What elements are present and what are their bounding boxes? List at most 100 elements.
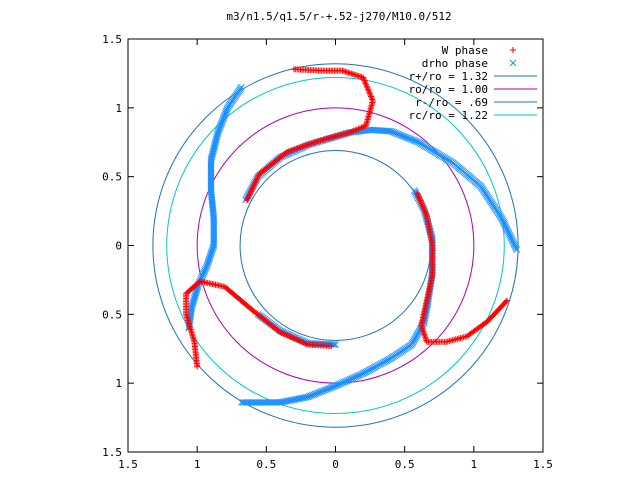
legend-marker-swatch [510, 47, 516, 53]
drho-phase-point [270, 399, 278, 406]
w-phase-point [245, 194, 252, 201]
y-tick-label: 0 [115, 240, 122, 253]
w-phase-point [253, 176, 260, 183]
x-tick-label: 1 [194, 458, 201, 471]
drho-phase-point [207, 164, 215, 172]
drho-phase-point [207, 159, 215, 167]
w-phase-point [194, 363, 201, 370]
w-phase-point [421, 206, 428, 213]
drho-phase-point [207, 182, 215, 190]
w-phase-point [223, 284, 230, 291]
x-tick-label: 1 [471, 458, 478, 471]
y-tick-label: 0.5 [102, 171, 122, 184]
drho-phase-point [207, 175, 215, 183]
w-phase-point [366, 89, 373, 96]
drho-phase-point [210, 221, 218, 228]
drho-phase-point [242, 399, 250, 406]
w-phase-point [422, 335, 429, 342]
w-phase-point [421, 331, 428, 338]
w-phase-point [252, 179, 259, 186]
w-phase-point [291, 66, 297, 73]
drho-phase-point [207, 177, 215, 185]
w-phase-point [423, 210, 430, 217]
legend-marker-swatch [509, 59, 517, 67]
y-tick-label: 0.5 [102, 308, 122, 321]
circle-r-1_22 [166, 77, 505, 414]
drho-phase-point [513, 246, 521, 253]
drho-phase-point [512, 244, 520, 252]
w-phase-point [282, 331, 289, 338]
drho-phase-point [247, 399, 255, 406]
w-phase-point [293, 336, 300, 343]
drho-phase-point [260, 399, 268, 406]
w-phase-point [368, 93, 375, 100]
w-phase-point [421, 332, 428, 339]
legend-label: W phase [442, 44, 488, 57]
y-tick-label: 1 [115, 102, 122, 115]
drho-phase-point [207, 161, 215, 169]
w-phase-point [367, 92, 374, 99]
drho-phase-point [273, 399, 281, 406]
drho-phase-point [259, 399, 266, 406]
w-phase-point [361, 78, 368, 85]
drho-phase-point [252, 399, 260, 406]
w-phase-point [243, 197, 250, 204]
w-phase-point [248, 186, 255, 193]
drho-phase-point [210, 237, 218, 244]
w-phase-point [365, 86, 372, 93]
drho-phase-point [210, 229, 218, 236]
drho-phase-point [268, 399, 276, 406]
drho-phase-point [246, 399, 253, 406]
w-phase-point [422, 209, 429, 216]
drho-phase-point [239, 399, 247, 406]
drho-phase-point [207, 156, 215, 164]
w-phase-point [254, 175, 261, 182]
drho-phase-point [262, 399, 269, 406]
drho-phase-point [254, 399, 261, 406]
w-phase-point [291, 335, 298, 342]
w-phase-point [363, 83, 370, 90]
y-tick-label: 1.5 [102, 33, 122, 46]
legend-label: drho phase [422, 57, 488, 70]
drho-phase-point [265, 399, 273, 406]
w-phase-point [416, 194, 423, 201]
w-phase-point [415, 193, 422, 200]
drho-phase-point [255, 399, 263, 406]
w-phase-point [301, 340, 308, 347]
w-phase-point [252, 178, 259, 185]
w-phase-point [251, 181, 258, 188]
w-phase-point [285, 333, 292, 340]
w-phase-point [294, 337, 301, 344]
w-phase-point [504, 297, 511, 304]
drho-phase-point [210, 216, 218, 223]
legend-label: rc/ro = 1.22 [409, 109, 488, 122]
axis-ticks: 1.5 1 0.5 0 0.5 1 1.51.510.500.511.5 [102, 33, 553, 471]
w-phase-point [288, 334, 295, 341]
w-phase-point [280, 330, 287, 337]
w-phase-point [304, 341, 311, 348]
w-phase-point [369, 96, 376, 103]
w-phase-point [284, 332, 291, 339]
w-phase-point [362, 80, 369, 87]
drho-phase-point [207, 180, 215, 188]
drho-phase-point [210, 222, 218, 230]
w-phase-point [249, 185, 256, 192]
legend-label: r+/ro = 1.32 [409, 70, 488, 83]
w-phase-point [417, 198, 424, 205]
drho-phase-point [210, 227, 218, 235]
w-phase-point [368, 95, 375, 102]
legend-label: ro/ro = 1.00 [409, 83, 488, 96]
y-tick-label: 1 [115, 377, 122, 390]
drho-phase-point [207, 166, 215, 174]
drho-phase-point [210, 214, 218, 222]
w-phase-point [290, 335, 297, 342]
drho-phase-point [276, 399, 284, 406]
w-phase-point [300, 339, 307, 346]
w-phase-point [255, 173, 262, 180]
drho-phase-point [207, 174, 215, 182]
w-phase-point [281, 331, 288, 338]
w-phase-point [417, 197, 424, 204]
circle-r-0_69 [239, 150, 432, 341]
w-phase-point [250, 182, 257, 189]
